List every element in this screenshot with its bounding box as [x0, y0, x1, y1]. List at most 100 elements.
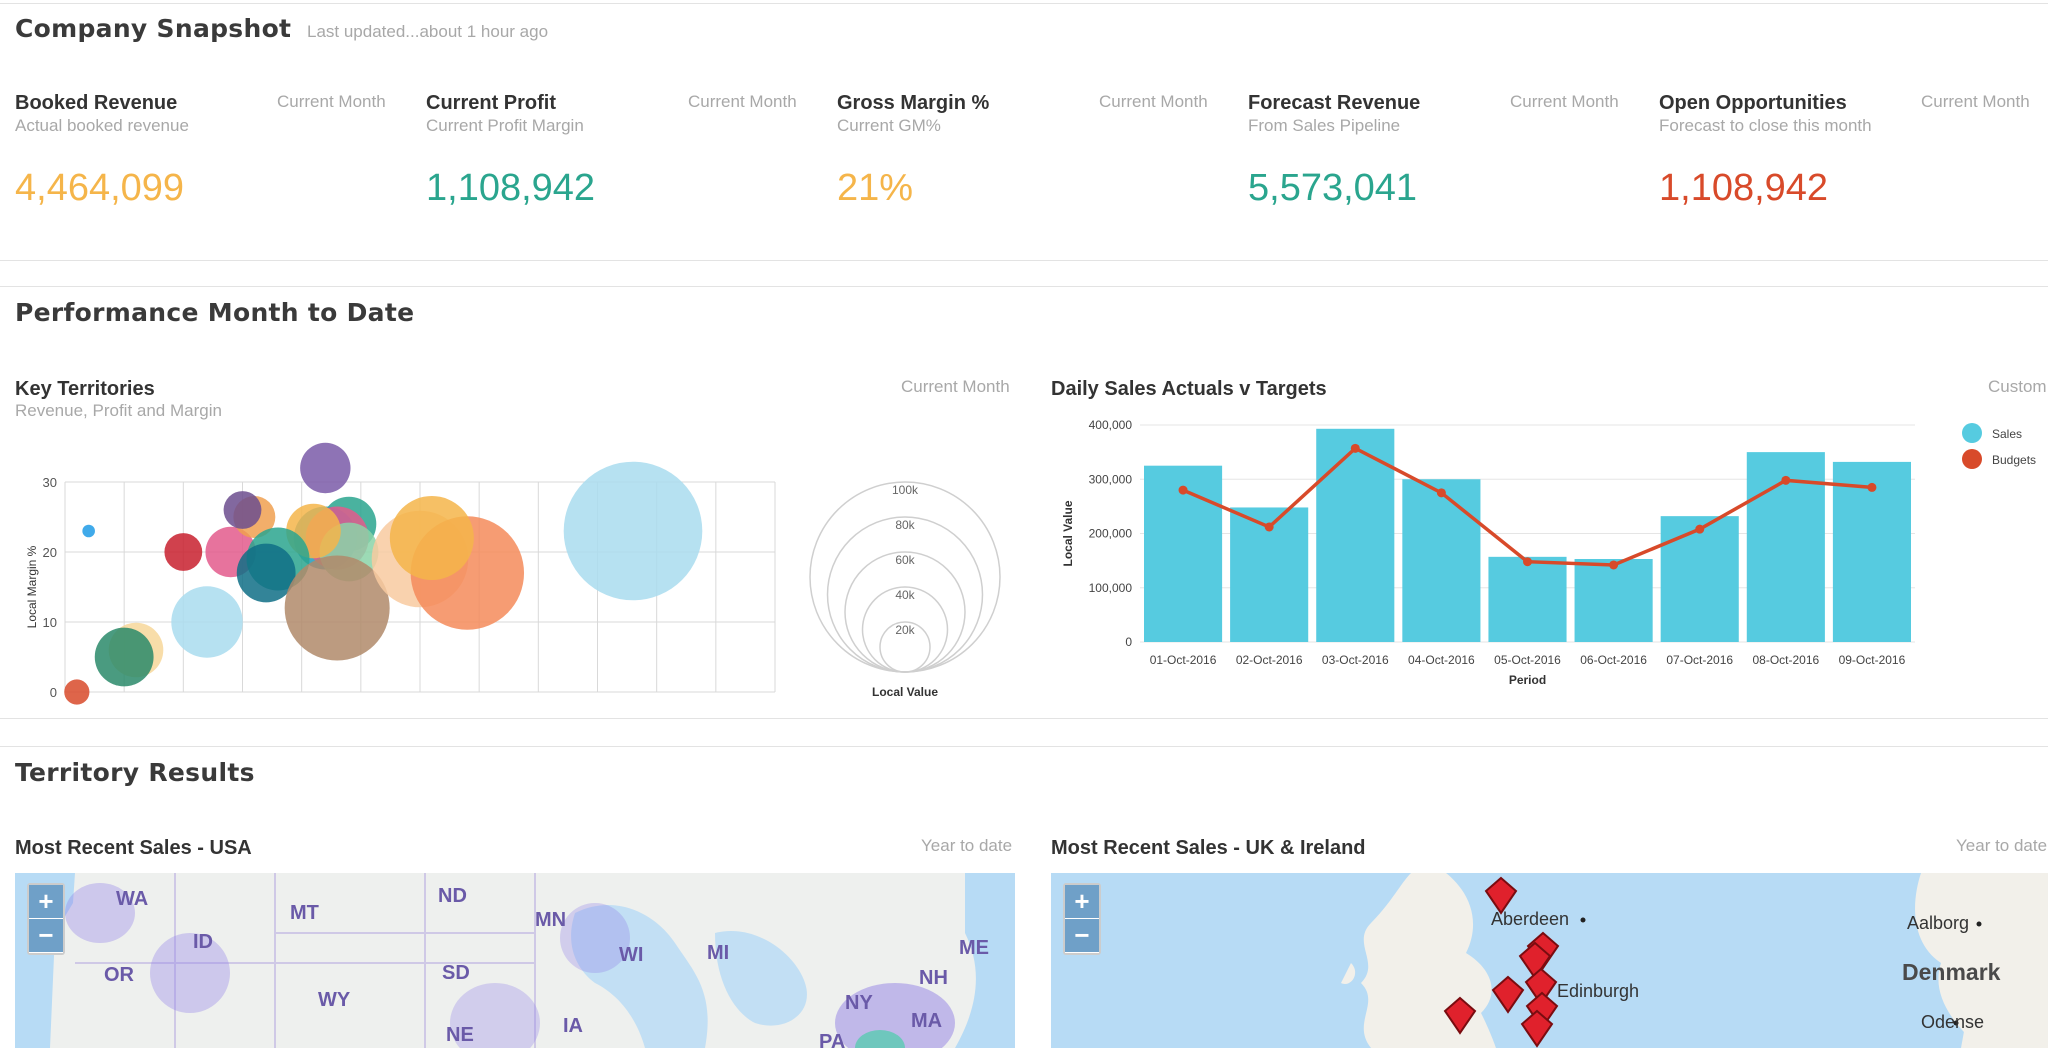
- bar: [1488, 556, 1567, 642]
- usa-map-title: Most Recent Sales - USA: [15, 837, 252, 859]
- size-legend-tick: 100k: [892, 483, 919, 497]
- state-label: MI: [707, 942, 730, 964]
- bubble: [284, 555, 390, 661]
- state-label: NE: [446, 1024, 474, 1046]
- state-label: WY: [318, 989, 351, 1011]
- budget-point: [1781, 475, 1791, 485]
- section-title-territory: Territory Results: [15, 758, 255, 787]
- y-axis-label: Local Margin %: [25, 545, 39, 628]
- x-tick-label: 04-Oct-2016: [1408, 653, 1475, 667]
- bubble: [389, 496, 474, 580]
- bar: [1832, 461, 1911, 642]
- bubble: [82, 524, 95, 538]
- kpi-period: Current Month: [277, 92, 386, 111]
- sales-marker: [1484, 876, 1518, 915]
- kpi-value: 1,108,942: [1659, 167, 1829, 209]
- zoom-out-button[interactable]: −: [1065, 919, 1099, 953]
- x-tick-label: 09-Oct-2016: [1839, 653, 1906, 667]
- bar: [1316, 428, 1395, 642]
- x-tick-label: 02-Oct-2016: [1236, 653, 1303, 667]
- y-tick-label: 20: [43, 545, 57, 560]
- usa-map-land: [15, 873, 1015, 1048]
- budget-point: [1178, 485, 1188, 495]
- usa-map[interactable]: + − WA MT ND MN ID OR SD WI MI WY NE IA …: [15, 873, 1015, 1048]
- size-legend-tick: 80k: [895, 518, 915, 532]
- kpi-period: Current Month: [1099, 92, 1208, 111]
- kpi-value: 4,464,099: [15, 167, 185, 209]
- bubble: [164, 533, 203, 571]
- size-legend-tick: 40k: [895, 588, 915, 602]
- zoom-in-button[interactable]: +: [1065, 885, 1099, 919]
- bubble-panel-subtitle: Revenue, Profit and Margin: [15, 401, 222, 420]
- kpi-subtitle: Forecast to close this month: [1659, 116, 1872, 135]
- state-label: MN: [535, 909, 567, 931]
- country-label: Denmark: [1902, 959, 2001, 985]
- budget-point: [1350, 443, 1360, 453]
- y-tick-label: 300,000: [1089, 472, 1133, 486]
- state-label: WA: [116, 888, 149, 910]
- budget-point: [1695, 524, 1705, 534]
- state-label: MA: [911, 1010, 943, 1032]
- bubble: [300, 442, 351, 494]
- x-tick-label: 05-Oct-2016: [1494, 653, 1561, 667]
- budget-point: [1523, 557, 1532, 567]
- state-label: PA: [819, 1031, 846, 1048]
- kpi-title: Open Opportunities: [1659, 92, 1847, 114]
- state-label: OR: [104, 964, 134, 986]
- x-tick-label: 08-Oct-2016: [1752, 653, 1819, 667]
- state-label: SD: [442, 962, 470, 984]
- kpi-title: Forecast Revenue: [1248, 92, 1421, 114]
- kpi-subtitle: Actual booked revenue: [15, 116, 189, 135]
- state-label: MT: [290, 902, 319, 924]
- usa-map-period: Year to date: [921, 836, 1013, 855]
- bar: [1574, 558, 1653, 642]
- budget-point: [1436, 488, 1446, 498]
- x-tick-label: 06-Oct-2016: [1580, 653, 1647, 667]
- kpi-subtitle: From Sales Pipeline: [1248, 116, 1401, 135]
- state-label: IA: [563, 1015, 583, 1037]
- state-label: NY: [845, 992, 873, 1014]
- kpi-subtitle: Current GM%: [837, 116, 941, 135]
- budget-point: [1264, 522, 1274, 532]
- state-label: ME: [959, 937, 989, 959]
- kpi-period: Current Month: [1921, 92, 2030, 111]
- section-title-performance: Performance Month to Date: [15, 298, 415, 327]
- zoom-out-button[interactable]: −: [29, 919, 63, 953]
- bubble-panel-title: Key Territories: [15, 378, 155, 400]
- size-legend-tick: 20k: [895, 623, 915, 637]
- kpi-value: 21%: [837, 167, 914, 209]
- uk-map-land: [1341, 873, 2048, 1048]
- kpi-period: Current Month: [688, 92, 797, 111]
- budget-point: [1867, 482, 1877, 492]
- uk-map[interactable]: + − Aberdeen Edinburgh Aalborg Denmark O…: [1051, 873, 2048, 1048]
- size-legend-tick: 60k: [895, 553, 915, 567]
- legend-label: Budgets: [1992, 453, 2036, 467]
- bubble: [171, 586, 243, 658]
- sales-marker: [1520, 1009, 1554, 1048]
- y-tick-label: 10: [43, 615, 57, 630]
- size-legend-ring: [809, 481, 1001, 673]
- kpi-title: Current Profit: [426, 92, 556, 114]
- size-legend-ring: [844, 551, 966, 673]
- legend-label: Sales: [1992, 427, 2022, 441]
- usa-zoom-control: + −: [27, 883, 65, 955]
- x-axis-label: Period: [1509, 673, 1546, 687]
- budget-point: [1609, 560, 1619, 570]
- legend-swatch: [1962, 449, 1982, 469]
- bar: [1144, 465, 1223, 642]
- bubble: [236, 543, 296, 603]
- kpi-value: 5,573,041: [1248, 167, 1418, 209]
- x-tick-label: 01-Oct-2016: [1150, 653, 1217, 667]
- place-label: Aberdeen: [1491, 909, 1570, 929]
- zoom-in-button[interactable]: +: [29, 885, 63, 919]
- kpi-title: Booked Revenue: [15, 92, 178, 114]
- legend-swatch: [1962, 423, 1982, 443]
- uk-zoom-control: + −: [1063, 883, 1101, 955]
- bubble: [563, 461, 703, 601]
- x-tick-label: 07-Oct-2016: [1666, 653, 1733, 667]
- place-label: Edinburgh: [1557, 981, 1640, 1001]
- sales-marker: [1491, 975, 1525, 1014]
- y-tick-label: 30: [43, 475, 57, 490]
- y-tick-label: 400,000: [1089, 418, 1133, 432]
- kpi-title: Gross Margin %: [837, 92, 990, 114]
